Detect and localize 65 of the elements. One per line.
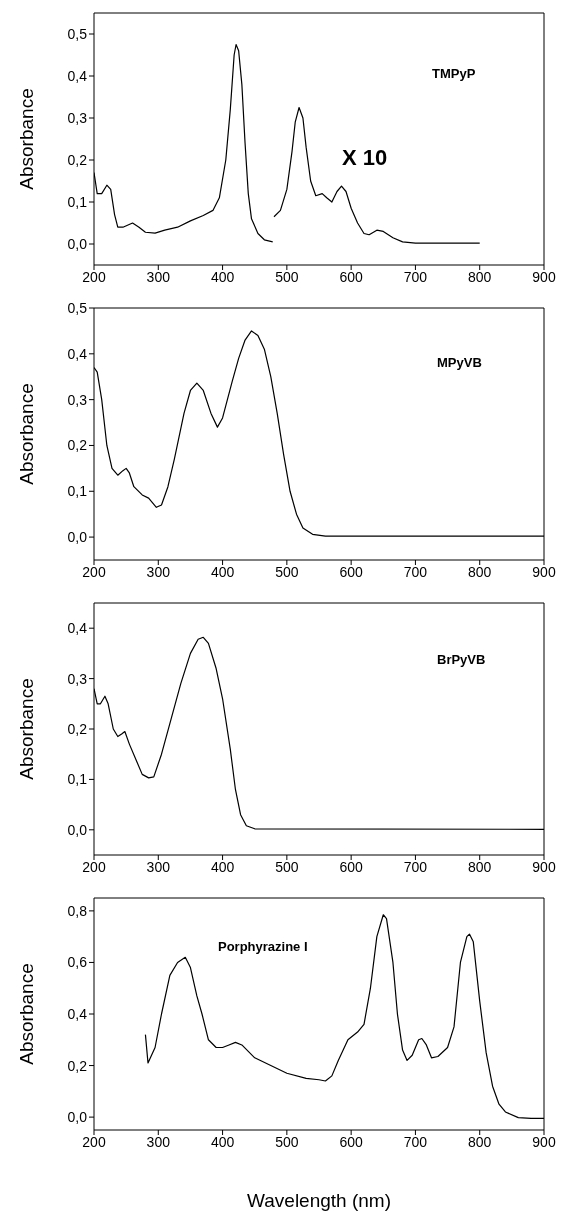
y-tick-label: 0,0 bbox=[67, 529, 88, 546]
annotation: BrPyVB bbox=[437, 652, 486, 667]
x-axis-title: Wavelength (nm) bbox=[247, 1190, 391, 1211]
x-tick-label: 600 bbox=[339, 858, 364, 875]
x-tick-label: 400 bbox=[210, 563, 235, 580]
annotation: Porphyrazine I bbox=[218, 939, 308, 954]
x-tick-label: 500 bbox=[275, 268, 299, 285]
y-tick-label: 0,2 bbox=[67, 437, 88, 454]
y-tick-label: 0,1 bbox=[67, 771, 88, 788]
y-tick-label: 0,2 bbox=[67, 151, 88, 168]
x-tick-label: 700 bbox=[403, 1133, 428, 1150]
x-tick-label: 500 bbox=[275, 1133, 299, 1150]
y-tick-label: 0,4 bbox=[67, 1005, 88, 1022]
x-tick-label: 800 bbox=[468, 563, 492, 580]
y-tick-label: 0,6 bbox=[67, 954, 88, 971]
x-tick-label: 200 bbox=[82, 563, 106, 580]
x-tick-label: 200 bbox=[82, 1133, 106, 1150]
x-tick-label: 700 bbox=[403, 563, 428, 580]
y-tick-label: 0,3 bbox=[67, 670, 88, 687]
y-axis-title: Absorbance bbox=[15, 88, 37, 190]
y-tick-label: 0,1 bbox=[67, 193, 88, 210]
y-tick-label: 0,5 bbox=[67, 25, 88, 42]
x-tick-label: 600 bbox=[339, 268, 364, 285]
x-tick-label: 500 bbox=[275, 858, 299, 875]
y-tick-label: 0,4 bbox=[67, 67, 88, 84]
x-tick-label: 300 bbox=[146, 563, 171, 580]
x-tick-label: 700 bbox=[403, 268, 428, 285]
y-axis-title: Absorbance bbox=[15, 678, 37, 780]
y-tick-label: 0,0 bbox=[67, 821, 88, 838]
y-tick-label: 0,2 bbox=[67, 1057, 88, 1074]
x-tick-label: 300 bbox=[146, 268, 171, 285]
x-tick-label: 900 bbox=[532, 563, 556, 580]
x-tick-label: 200 bbox=[82, 858, 106, 875]
annotation: TMPyP bbox=[432, 66, 476, 81]
y-tick-label: 0,4 bbox=[67, 620, 88, 637]
x-tick-label: 600 bbox=[339, 563, 364, 580]
x-tick-label: 800 bbox=[468, 268, 492, 285]
x-tick-label: 800 bbox=[468, 1133, 492, 1150]
y-tick-label: 0,2 bbox=[67, 720, 88, 737]
y-axis-title: Absorbance bbox=[15, 383, 37, 485]
y-axis-title: Absorbance bbox=[15, 963, 37, 1065]
line-series bbox=[273, 106, 481, 244]
x-tick-label: 200 bbox=[82, 268, 106, 285]
y-tick-label: 0,1 bbox=[67, 483, 88, 500]
x-tick-label: 400 bbox=[210, 1133, 235, 1150]
x-tick-label: 300 bbox=[146, 858, 171, 875]
x-tick-label: 800 bbox=[468, 858, 492, 875]
y-tick-label: 0,0 bbox=[67, 235, 88, 252]
x-tick-label: 600 bbox=[339, 1133, 364, 1150]
annotation: MPyVB bbox=[437, 355, 482, 370]
x-tick-label: 500 bbox=[275, 563, 299, 580]
y-tick-label: 0,3 bbox=[67, 391, 88, 408]
x-tick-label: 700 bbox=[403, 858, 428, 875]
annotation: X 10 bbox=[342, 145, 388, 171]
y-tick-label: 0,0 bbox=[67, 1109, 88, 1126]
x-tick-label: 900 bbox=[532, 858, 556, 875]
x-tick-label: 300 bbox=[146, 1133, 171, 1150]
y-tick-label: 0,5 bbox=[67, 299, 88, 316]
x-tick-label: 900 bbox=[532, 1133, 556, 1150]
y-tick-label: 0,3 bbox=[67, 109, 88, 126]
y-tick-label: 0,4 bbox=[67, 345, 88, 362]
x-tick-label: 900 bbox=[532, 268, 556, 285]
x-tick-label: 400 bbox=[210, 268, 235, 285]
y-tick-label: 0,8 bbox=[67, 902, 88, 919]
x-tick-label: 400 bbox=[210, 858, 235, 875]
